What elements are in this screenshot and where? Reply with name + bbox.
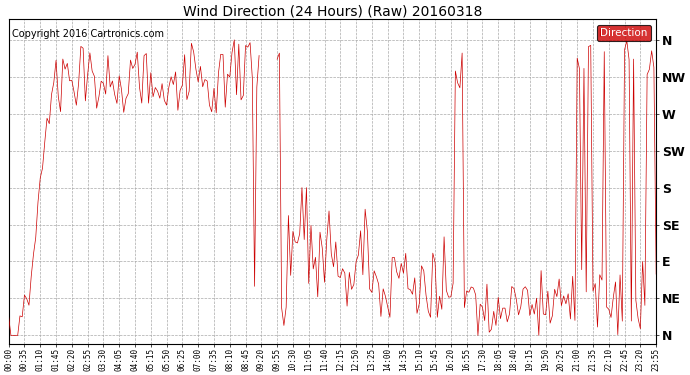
Text: Copyright 2016 Cartronics.com: Copyright 2016 Cartronics.com	[12, 29, 164, 39]
Legend: Direction: Direction	[598, 24, 651, 41]
Title: Wind Direction (24 Hours) (Raw) 20160318: Wind Direction (24 Hours) (Raw) 20160318	[183, 4, 482, 18]
